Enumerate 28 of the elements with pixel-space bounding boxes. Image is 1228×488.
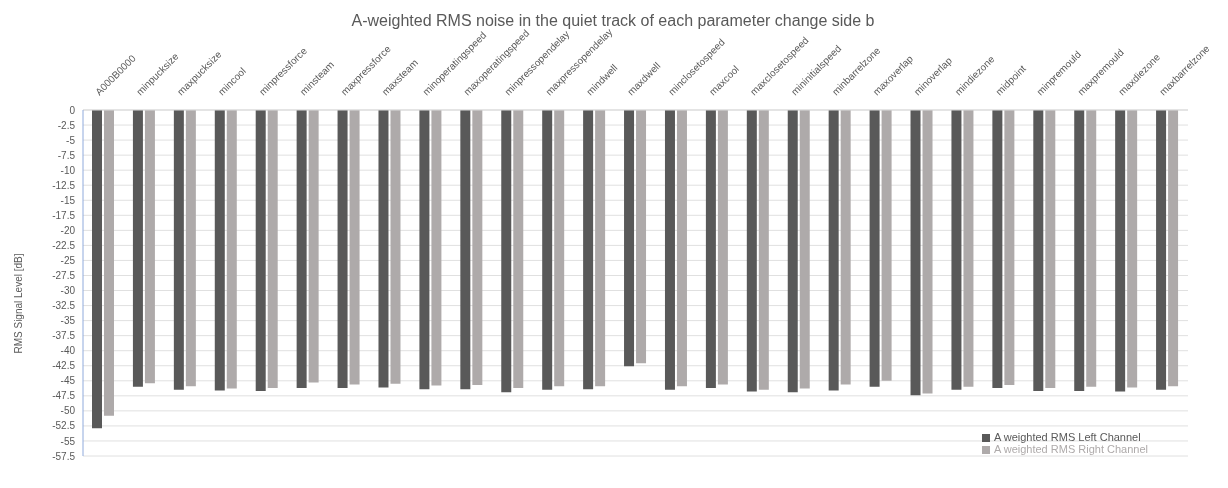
y-tick-label: -40 <box>60 345 76 357</box>
y-axis-title: RMS Signal Level [dB] <box>12 252 24 354</box>
y-tick-label: -22.5 <box>52 239 76 251</box>
y-tick-label: -52.5 <box>52 420 76 432</box>
y-tick-label: -47.5 <box>52 390 76 402</box>
y-tick-label: -17.5 <box>52 209 76 221</box>
y-tick-label: -7.5 <box>57 149 76 161</box>
y-tick-label: -55 <box>60 435 76 447</box>
y-tick-label: 0 <box>69 104 76 116</box>
y-tick-label: -5 <box>66 134 76 146</box>
y-tick-label: -57.5 <box>52 450 76 462</box>
y-tick-label: -20 <box>60 224 76 236</box>
chart-title: A-weighted RMS noise in the quiet track of each parameter change side b <box>350 12 876 29</box>
y-tick-label: -45 <box>60 375 76 387</box>
y-tick-label: -30 <box>60 285 76 297</box>
y-tick-label: -35 <box>60 315 76 327</box>
y-tick-label: -32.5 <box>52 300 76 312</box>
y-tick-label: -42.5 <box>52 360 76 372</box>
y-tick-label: -27.5 <box>52 270 76 282</box>
legend-label: A weighted RMS Right Channel <box>993 443 1148 455</box>
y-tick-label: -12.5 <box>52 179 76 191</box>
y-tick-label: -10 <box>60 164 76 176</box>
legend-label: A weighted RMS Left Channel <box>993 431 1141 443</box>
y-tick-label: -50 <box>60 405 76 417</box>
y-tick-label: -2.5 <box>57 119 76 131</box>
y-tick-label: -15 <box>60 194 76 206</box>
y-tick-label: -37.5 <box>52 330 76 342</box>
y-tick-label: -25 <box>60 254 76 266</box>
